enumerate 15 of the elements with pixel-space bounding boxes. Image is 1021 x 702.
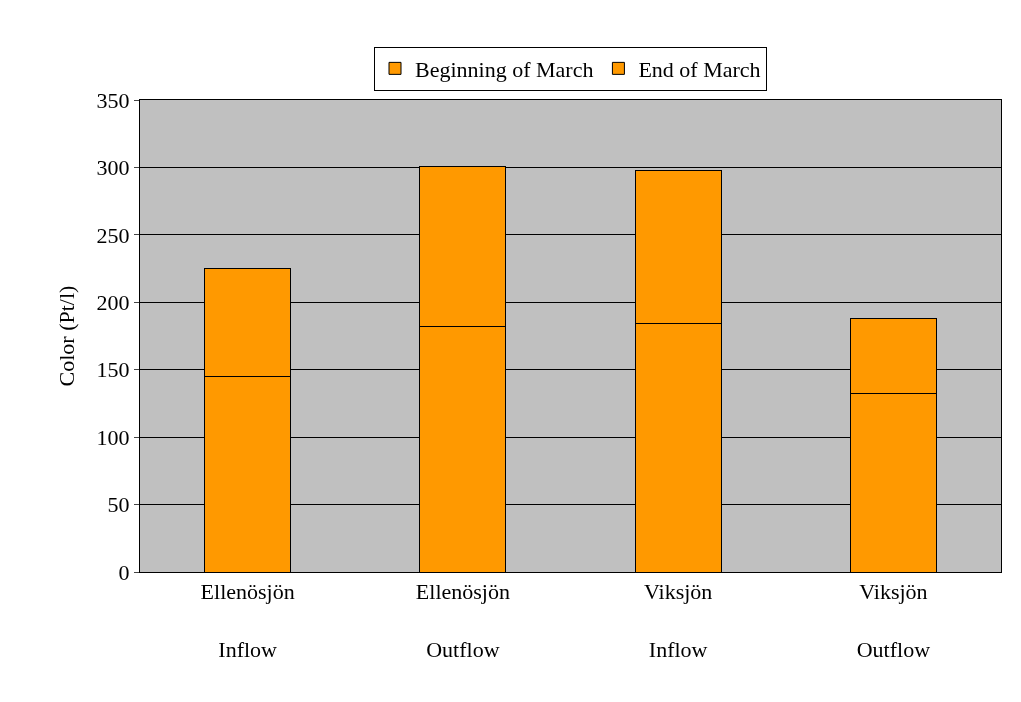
y-tick-label: 200 — [96, 289, 130, 315]
y-axis-title: Color (Pt/l) — [54, 285, 80, 387]
legend-label: End of March — [638, 56, 761, 82]
y-tick-label: 50 — [107, 492, 130, 518]
y-tick-label: 350 — [96, 87, 130, 113]
category-label: Viksjön Inflow — [643, 579, 713, 662]
y-tick-label: 250 — [96, 222, 130, 248]
y-tick-label: 100 — [96, 424, 130, 450]
category-label: Ellenösjön Inflow — [200, 579, 295, 662]
legend-label: Beginning of March — [415, 56, 594, 82]
y-tick-label: 300 — [96, 155, 130, 181]
y-tick-label: 150 — [96, 357, 130, 383]
y-tick-label: 0 — [118, 559, 130, 585]
category-label: Ellenösjön Outflow — [415, 579, 510, 662]
category-label: Viksjön Outflow — [856, 579, 931, 662]
